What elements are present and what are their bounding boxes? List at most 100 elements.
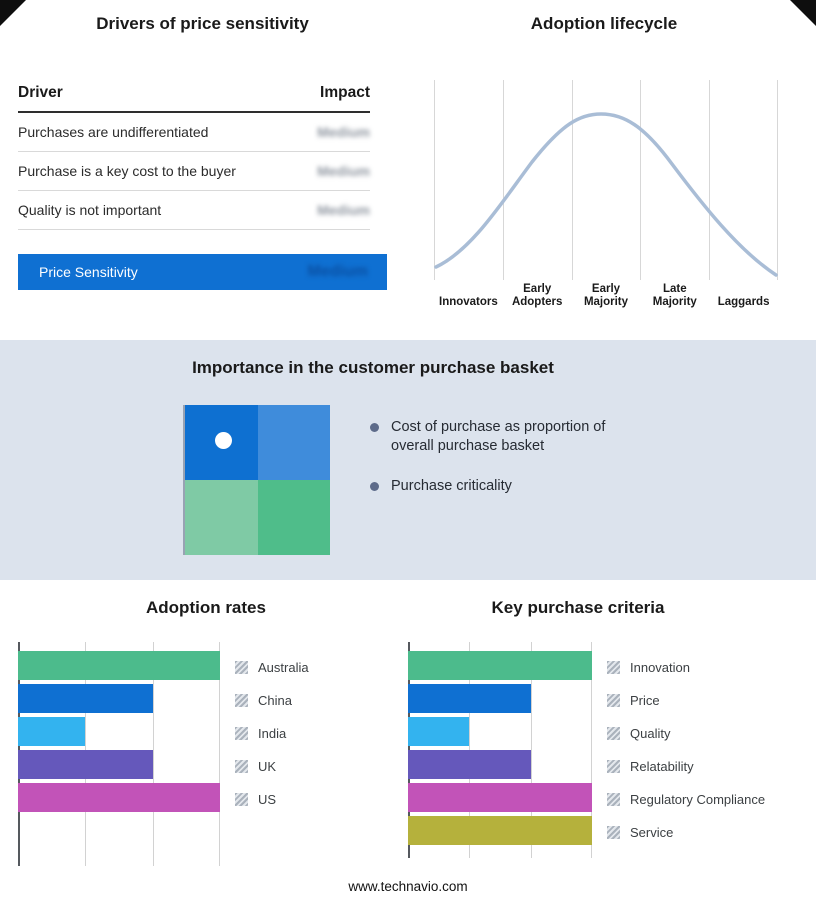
stage-label: Late Majority [652, 283, 697, 308]
chart-gridline [591, 642, 592, 858]
matrix-quadrant-top-right [257, 405, 330, 480]
bullet-item: Cost of purchase as proportion of overal… [370, 418, 660, 456]
legend-item-india: India [235, 717, 309, 750]
drivers-panel: Drivers of price sensitivity Driver Impa… [18, 14, 387, 290]
legend-swatch-redacted [235, 793, 248, 806]
bar-regulatory-compliance [408, 783, 592, 812]
legend-item-service: Service [607, 816, 765, 849]
bar-australia [18, 651, 220, 680]
column-header-driver: Driver [18, 84, 63, 101]
drivers-table-body: Purchases are undifferentiated Medium Purc… [18, 113, 370, 230]
drivers-table-header: Driver Impact [18, 84, 370, 113]
matrix-quadrant-bottom-left [185, 480, 258, 555]
legend-item-relatability: Relatability [607, 750, 765, 783]
driver-label: Quality is not important [18, 202, 162, 218]
adoption-rates-legend: Australia China India UK US [235, 642, 309, 866]
bar-relatability [408, 750, 531, 779]
bullet-item: Purchase criticality [370, 477, 660, 496]
adoption-lifecycle-panel: Adoption lifecycle Innovators Early Adopt… [430, 14, 778, 309]
footer-url: www.technavio.com [348, 879, 468, 894]
chart-gridline [152, 642, 154, 866]
bar-innovation [408, 651, 592, 680]
legend-label: Price [630, 693, 660, 708]
bar-china [18, 684, 153, 713]
legend-label: US [258, 792, 277, 807]
bullet-dot [370, 482, 379, 491]
key-purchase-criteria-title: Key purchase criteria [491, 598, 665, 617]
driver-row: Purchase is a key cost to the buyer Mediu… [18, 152, 370, 191]
legend-label: Relatability [630, 759, 694, 774]
legend-item-regulatory-compliance: Regulatory Compliance [607, 783, 765, 816]
stage-label: Innovators [439, 296, 498, 308]
impact-value-redacted: Medium [317, 202, 370, 218]
lifecycle-gridline [640, 80, 642, 280]
lifecycle-gridline [502, 80, 504, 280]
key-purchase-criteria-panel: Key purchase criteria Innovation Price Qua… [408, 598, 784, 858]
legend-item-quality: Quality [607, 717, 765, 750]
price-sensitivity-bar: Price Sensitivity Medium [18, 254, 387, 290]
driver-row: Purchases are undifferentiated Medium [18, 113, 370, 152]
drivers-panel-title: Drivers of price sensitivity [96, 14, 309, 33]
legend-item-uk: UK [235, 750, 309, 783]
legend-label: Regulatory Compliance [630, 792, 766, 807]
lifecycle-gridline [777, 80, 778, 280]
adoption-rates-title: Adoption rates [146, 598, 266, 617]
bar-quality [408, 717, 470, 746]
purchase-basket-panel: Importance in the customer purchase bask… [0, 340, 816, 580]
bullet-dot [370, 423, 379, 432]
lifecycle-gridline [571, 80, 573, 280]
bar-service [408, 816, 592, 845]
legend-swatch-redacted [235, 694, 248, 707]
legend-swatch-redacted [235, 727, 248, 740]
driver-row: Quality is not important Medium [18, 191, 370, 230]
legend-item-china: China [235, 684, 309, 717]
adoption-rates-chart [18, 642, 220, 866]
legend-swatch-redacted [235, 661, 248, 674]
bar-us [18, 783, 220, 812]
price-sensitivity-impact-redacted: Medium [307, 263, 368, 280]
legend-label: UK [258, 759, 277, 774]
legend-label: Quality [630, 726, 671, 741]
purchase-basket-matrix [183, 405, 330, 555]
matrix-marker-dot [215, 432, 232, 449]
legend-label: Australia [258, 660, 309, 675]
legend-swatch-redacted [607, 727, 620, 740]
matrix-quadrant-top-left [185, 405, 258, 480]
price-sensitivity-label: Price Sensitivity [39, 264, 138, 280]
legend-label: Service [630, 825, 674, 840]
stage-label: Laggards [717, 296, 770, 308]
key-purchase-criteria-legend: Innovation Price Quality Relatability Regula… [607, 642, 765, 858]
legend-item-innovation: Innovation [607, 651, 765, 684]
column-header-impact: Impact [320, 84, 370, 101]
legend-label: India [258, 726, 287, 741]
legend-label: China [258, 693, 292, 708]
legend-swatch-redacted [607, 826, 620, 839]
stage-label: Early Adopters [511, 283, 563, 308]
lifecycle-chart-area [434, 80, 778, 280]
legend-item-australia: Australia [235, 651, 309, 684]
lifecycle-stage-labels: Innovators Early Adopters Early Majority La… [434, 283, 778, 309]
purchase-basket-title: Importance in the customer purchase bask… [192, 358, 554, 377]
corner-ribbon-right [790, 0, 816, 26]
bar-uk [18, 750, 153, 779]
bell-curve [434, 112, 778, 277]
corner-ribbon-left [0, 0, 26, 26]
lifecycle-gridline [709, 80, 711, 280]
bullet-text: Purchase criticality [391, 478, 512, 494]
legend-swatch-redacted [607, 694, 620, 707]
legend-swatch-redacted [235, 760, 248, 773]
legend-swatch-redacted [607, 760, 620, 773]
driver-label: Purchase is a key cost to the buyer [18, 163, 236, 179]
driver-label: Purchases are undifferentiated [18, 124, 209, 140]
chart-gridline [530, 642, 532, 858]
matrix-quadrant-bottom-right [257, 480, 330, 555]
bar-price [408, 684, 531, 713]
lifecycle-gridline [434, 80, 435, 280]
purchase-basket-bullets: Cost of purchase as proportion of overal… [370, 418, 660, 517]
bar-india [18, 717, 86, 746]
chart-gridline [219, 642, 220, 866]
legend-swatch-redacted [607, 793, 620, 806]
drivers-table: Driver Impact Purchases are undifferenti… [18, 84, 370, 230]
adoption-lifecycle-title: Adoption lifecycle [530, 14, 678, 33]
